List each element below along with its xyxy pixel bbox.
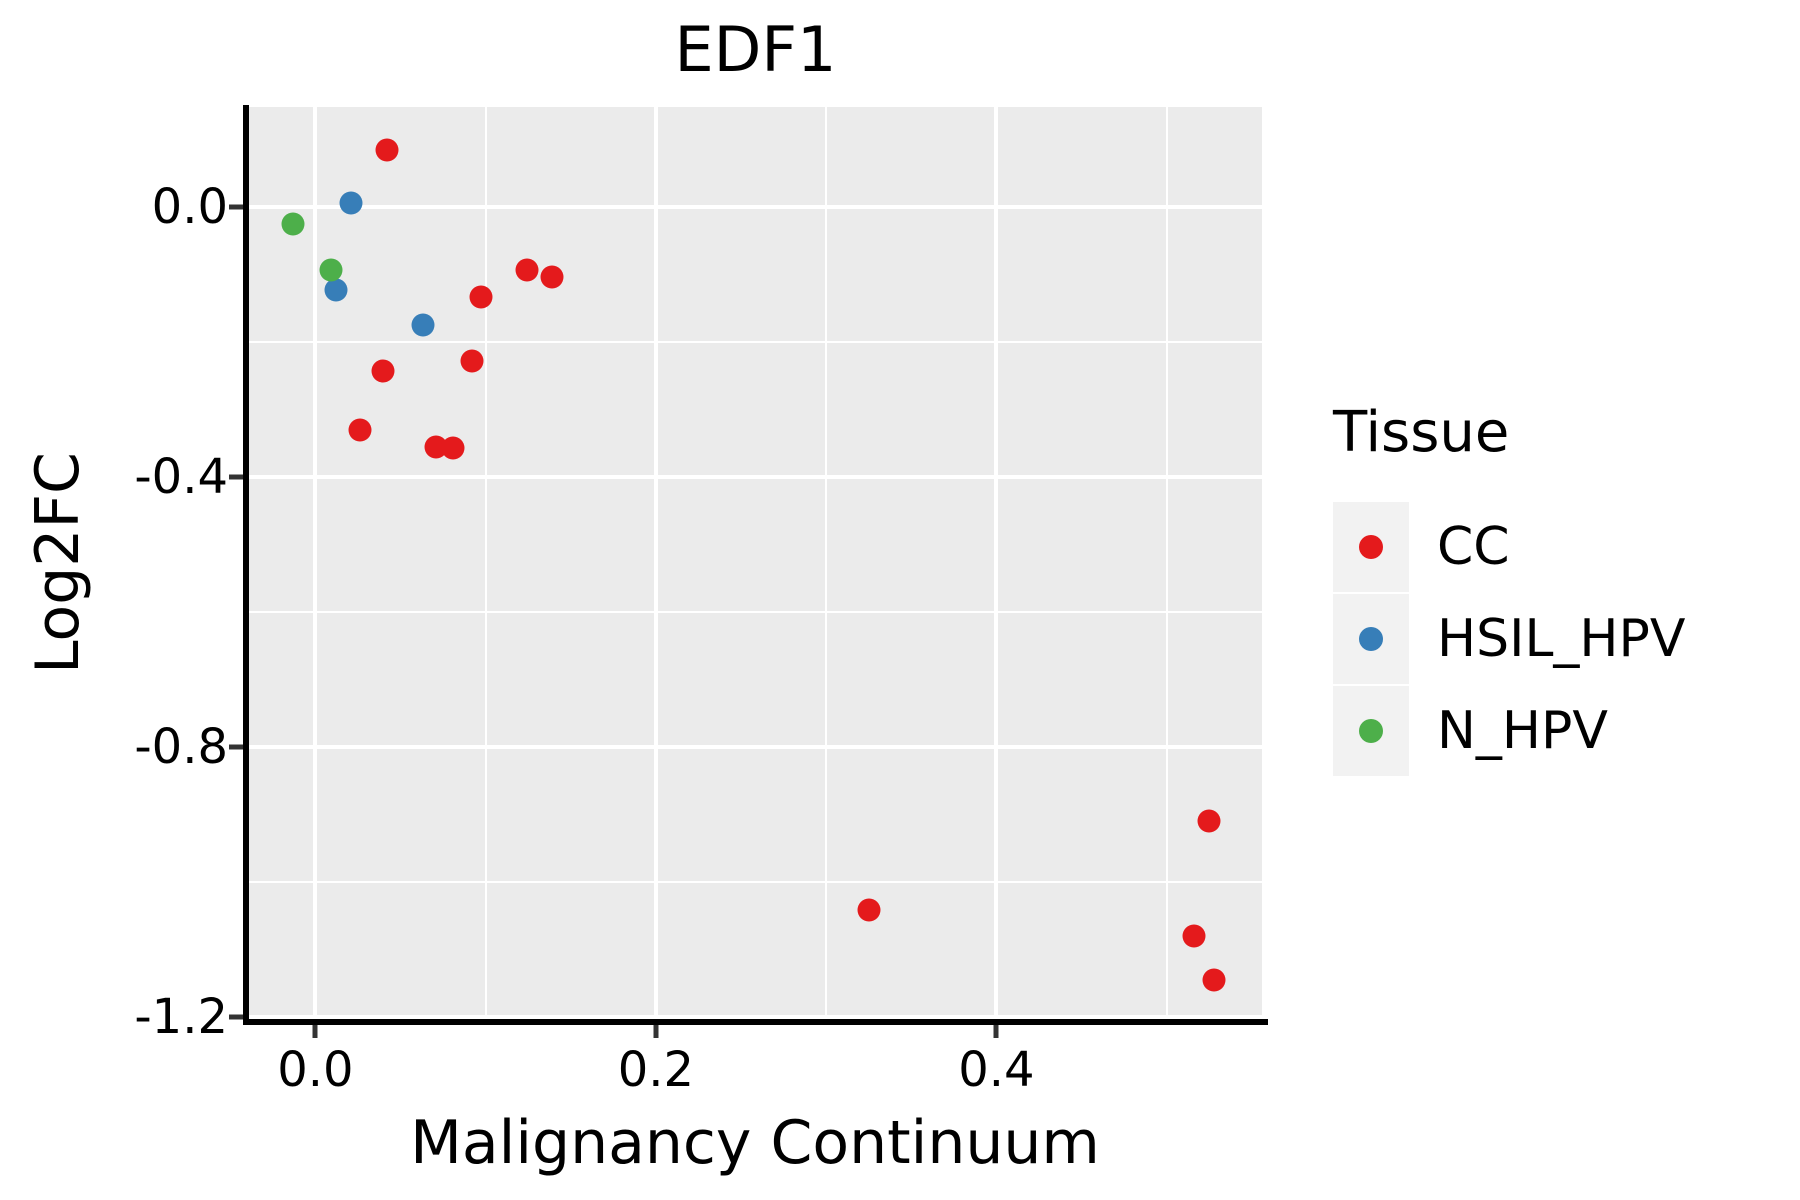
- x-tick-mark: [993, 1025, 999, 1038]
- legend-items: CC HSIL_HPV N_HPV: [1333, 501, 1685, 777]
- legend-item-HSIL_HPV: HSIL_HPV: [1333, 593, 1685, 685]
- legend-dot-icon: [1359, 627, 1383, 651]
- data-point-HSIL_HPV: [411, 313, 435, 337]
- x-tick-label: 0.0: [277, 1042, 354, 1098]
- data-point-HSIL_HPV: [339, 191, 363, 215]
- y-axis-label: Log2FC: [23, 452, 93, 674]
- data-point-CC: [857, 898, 881, 922]
- gridline-vertical: [994, 107, 999, 1020]
- data-point-CC: [515, 258, 538, 282]
- x-axis-label: Malignancy Continuum: [410, 1108, 1100, 1178]
- legend-key-box: [1333, 686, 1409, 776]
- x-tick-mark: [312, 1025, 318, 1038]
- data-point-N_HPV: [281, 212, 305, 236]
- legend-item-label: N_HPV: [1437, 701, 1608, 761]
- y-tick-mark: [229, 744, 243, 750]
- legend-key-box: [1333, 594, 1409, 684]
- chart-title: EDF1: [674, 13, 837, 86]
- data-point-CC: [1182, 924, 1206, 948]
- data-point-CC: [1202, 968, 1226, 992]
- data-point-CC: [469, 285, 493, 309]
- gridline-horizontal: [249, 745, 1262, 750]
- gridline-horizontal: [249, 1015, 1262, 1020]
- legend-title: Tissue: [1333, 400, 1510, 465]
- gridline-vertical: [484, 107, 487, 1020]
- y-tick-mark: [229, 204, 243, 210]
- plot-panel: [249, 107, 1262, 1020]
- y-tick-label: -0.8: [134, 719, 228, 776]
- x-axis-line: [243, 1019, 1268, 1025]
- y-tick-mark: [229, 474, 243, 480]
- y-tick-label: -0.4: [134, 449, 228, 506]
- legend-item-CC: CC: [1333, 501, 1685, 593]
- legend-item-N_HPV: N_HPV: [1333, 685, 1685, 777]
- legend: Tissue CC HSIL_HPV N_HPV: [1333, 400, 1685, 777]
- data-point-HSIL_HPV: [324, 278, 348, 302]
- y-axis-line: [243, 105, 249, 1025]
- legend-dot-icon: [1359, 719, 1383, 743]
- legend-dot-icon: [1359, 535, 1383, 559]
- data-point-CC: [441, 436, 465, 460]
- y-tick-label: 0.0: [151, 178, 228, 235]
- gridline-vertical: [1165, 107, 1168, 1020]
- x-tick-mark: [653, 1025, 659, 1038]
- data-point-N_HPV: [319, 258, 343, 282]
- gridline-horizontal: [249, 341, 1262, 343]
- data-point-CC: [371, 359, 395, 383]
- legend-item-label: CC: [1437, 517, 1510, 577]
- gridline-horizontal: [249, 204, 1262, 209]
- gridline-horizontal: [249, 611, 1262, 614]
- gridline-vertical: [313, 107, 318, 1020]
- legend-key-box: [1333, 502, 1409, 592]
- gridline-vertical: [825, 107, 828, 1020]
- gridline-horizontal: [249, 475, 1262, 480]
- y-tick-label: -1.2: [134, 989, 228, 1046]
- y-tick-mark: [229, 1014, 243, 1020]
- data-point-CC: [540, 265, 564, 289]
- gridline-horizontal: [249, 881, 1262, 884]
- data-point-CC: [375, 138, 399, 162]
- x-tick-label: 0.4: [958, 1042, 1035, 1098]
- data-point-CC: [460, 349, 484, 373]
- legend-item-label: HSIL_HPV: [1437, 609, 1686, 669]
- x-tick-label: 0.2: [617, 1042, 695, 1098]
- data-point-CC: [348, 418, 372, 442]
- data-point-CC: [1197, 809, 1221, 833]
- gridline-vertical: [653, 107, 658, 1020]
